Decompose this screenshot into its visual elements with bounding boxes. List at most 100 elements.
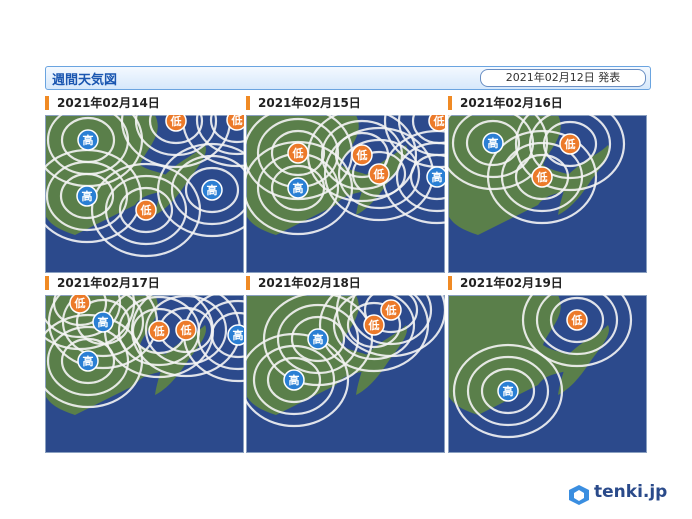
header-title: 週間天気図 bbox=[52, 73, 118, 88]
land bbox=[558, 325, 609, 395]
header-bar: 週間天気図 2021年02月12日 発表 bbox=[45, 66, 651, 90]
isobar bbox=[144, 295, 228, 366]
land bbox=[448, 295, 578, 415]
frame bbox=[448, 295, 647, 453]
pressure-marker bbox=[227, 324, 244, 346]
pressure-marker bbox=[566, 309, 588, 331]
land bbox=[356, 325, 407, 395]
isobar bbox=[59, 172, 115, 220]
pressure-label: 低 bbox=[356, 148, 368, 162]
pressure-marker bbox=[283, 369, 305, 391]
isobar bbox=[332, 295, 416, 361]
pressure-label: 高 bbox=[313, 332, 324, 346]
pressure-label: 低 bbox=[153, 324, 165, 338]
isobar bbox=[262, 295, 374, 387]
isobar bbox=[465, 119, 521, 167]
pressure-label: 高 bbox=[98, 315, 109, 329]
isobar bbox=[118, 186, 174, 234]
pressure-label: 低 bbox=[231, 115, 243, 127]
frame bbox=[45, 295, 244, 453]
pressure-marker bbox=[77, 129, 99, 151]
frame bbox=[45, 115, 244, 273]
pressure-marker bbox=[426, 166, 445, 188]
isobar bbox=[104, 174, 188, 246]
issued-date: 2021年02月12日 発表 bbox=[480, 69, 646, 87]
weather-map: 低高高低低高 bbox=[45, 295, 244, 453]
isobar bbox=[397, 115, 445, 157]
isobar bbox=[535, 295, 619, 356]
isobar bbox=[346, 301, 402, 349]
isobar bbox=[486, 129, 598, 225]
pressure-label: 高 bbox=[488, 136, 499, 150]
pressure-marker bbox=[380, 299, 402, 321]
isobar bbox=[170, 154, 244, 226]
pressure-marker bbox=[165, 115, 187, 132]
pressure-label: 低 bbox=[373, 167, 385, 181]
isobar bbox=[61, 295, 145, 358]
isobar bbox=[60, 337, 116, 385]
isobar bbox=[514, 115, 626, 192]
pressure-marker bbox=[482, 132, 504, 154]
isobar bbox=[452, 343, 564, 439]
isobar bbox=[466, 355, 550, 427]
weather-map: 高低低 bbox=[448, 115, 647, 273]
panel-date: 2021年02月18日 bbox=[246, 276, 361, 290]
isobar bbox=[266, 356, 322, 404]
isobar bbox=[521, 295, 633, 368]
pressure-marker bbox=[287, 142, 309, 164]
weather-map: 低高 bbox=[448, 295, 647, 453]
pressure-marker bbox=[428, 115, 445, 132]
pressure-marker bbox=[135, 199, 157, 221]
isobar bbox=[500, 141, 584, 213]
isobar bbox=[514, 153, 570, 201]
isobar bbox=[209, 115, 244, 144]
isobar bbox=[196, 299, 244, 371]
pressure-label: 高 bbox=[83, 354, 94, 368]
pressure-marker bbox=[148, 320, 170, 342]
pressure-marker bbox=[175, 319, 197, 341]
pressure-marker bbox=[201, 179, 223, 201]
pressure-marker bbox=[351, 144, 373, 166]
pressure-label: 高 bbox=[293, 181, 304, 195]
isobar bbox=[252, 344, 336, 416]
isobar bbox=[363, 295, 419, 334]
pressure-label: 低 bbox=[564, 137, 576, 151]
pressure-label: 低 bbox=[180, 323, 192, 337]
logo-icon bbox=[569, 485, 589, 505]
pressure-label: 高 bbox=[82, 189, 93, 203]
frame bbox=[246, 115, 445, 273]
pressure-label: 高 bbox=[83, 133, 94, 147]
pressure-marker bbox=[287, 177, 309, 199]
pressure-label: 低 bbox=[292, 146, 304, 160]
pressure-marker bbox=[368, 163, 390, 185]
land bbox=[246, 295, 376, 415]
pressure-marker bbox=[76, 185, 98, 207]
pressure-label: 高 bbox=[207, 183, 218, 197]
pressure-marker bbox=[69, 295, 91, 314]
isobar bbox=[351, 150, 407, 198]
pressure-label: 低 bbox=[74, 296, 86, 310]
pressure-label: 高 bbox=[233, 328, 244, 342]
pressure-marker bbox=[363, 314, 385, 336]
pressure-label: 高 bbox=[432, 170, 443, 184]
isobar bbox=[411, 115, 445, 145]
isobar bbox=[90, 162, 202, 258]
pressure-label: 高 bbox=[289, 373, 300, 387]
isobar bbox=[270, 129, 326, 177]
isobar bbox=[46, 325, 130, 397]
isobar bbox=[246, 332, 350, 428]
pressure-label: 高 bbox=[503, 384, 514, 398]
pressure-label: 低 bbox=[385, 303, 397, 317]
isobar bbox=[480, 367, 536, 415]
pressure-marker bbox=[77, 350, 99, 372]
panel-date: 2021年02月19日 bbox=[448, 276, 563, 290]
frame bbox=[246, 295, 445, 453]
pressure-label: 低 bbox=[368, 318, 380, 332]
isobar bbox=[318, 295, 430, 373]
panel-date: 2021年02月15日 bbox=[246, 96, 361, 110]
pressure-marker bbox=[531, 166, 553, 188]
pressure-marker bbox=[497, 380, 519, 402]
